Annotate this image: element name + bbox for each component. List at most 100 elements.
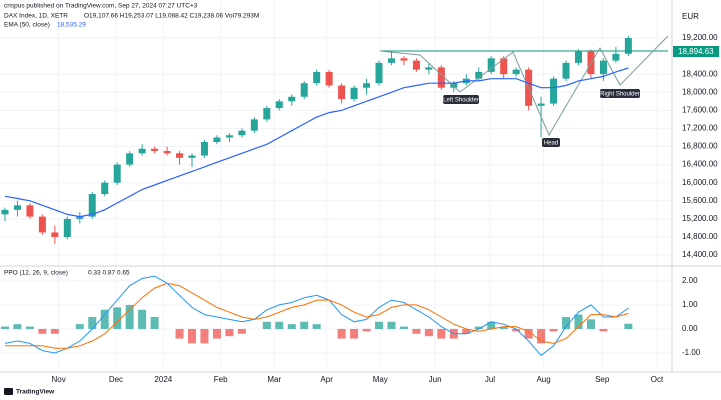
- histogram-bar: [362, 328, 371, 332]
- histogram-bar: [138, 309, 147, 329]
- histogram-bar: [275, 321, 284, 329]
- y-tick-label: 18,400.00: [682, 69, 718, 78]
- histogram-bar: [25, 326, 34, 329]
- candle-body: [213, 137, 221, 142]
- candle-body: [275, 101, 283, 109]
- y-tick-label: 16,000.00: [682, 178, 718, 187]
- candle-body: [574, 51, 582, 63]
- x-tick-label: Oct: [651, 375, 664, 384]
- candle-body: [138, 148, 146, 154]
- histogram-bar: [624, 323, 633, 329]
- candle-body: [126, 153, 134, 165]
- candle-body: [550, 78, 558, 104]
- candle-body: [437, 67, 445, 88]
- candle-body: [387, 58, 395, 63]
- y-tick-label: 2.00: [682, 276, 698, 285]
- candle-body: [562, 62, 570, 79]
- currency: EUR: [682, 12, 699, 21]
- histogram-bar: [375, 321, 384, 329]
- histogram-bar: [424, 328, 433, 337]
- histogram-bar: [574, 314, 583, 329]
- histogram-bar: [75, 324, 84, 329]
- histogram-bar: [38, 328, 47, 334]
- x-tick-label: Mar: [267, 375, 281, 384]
- symbol: DAX Index, 1D, XETR: [4, 13, 68, 20]
- candle-body: [612, 53, 620, 61]
- ppo-title: PPO (12, 26, 9, close): [4, 270, 68, 277]
- candle-body: [624, 37, 632, 54]
- candle-body: [300, 83, 308, 97]
- histogram-bar: [150, 316, 159, 329]
- histogram-bar: [188, 328, 196, 344]
- note: Head: [544, 141, 558, 147]
- y-tick-label: 1.00: [682, 300, 698, 309]
- candle-body: [400, 58, 408, 61]
- histogram-bar: [549, 328, 558, 332]
- histogram-bar: [462, 328, 471, 334]
- histogram-bar: [300, 321, 309, 329]
- histogram-bar: [487, 321, 496, 329]
- histogram-bar: [524, 328, 533, 339]
- candle-body: [225, 135, 233, 138]
- y-tick-label: 17,600.00: [682, 105, 718, 114]
- histogram-bar: [512, 328, 521, 332]
- price-label-box: [673, 46, 719, 57]
- head-shoulders-line: [379, 50, 461, 93]
- histogram-bar: [499, 326, 508, 329]
- x-tick-label: Apr: [320, 375, 333, 384]
- candle-body: [288, 96, 296, 102]
- logo: [4, 388, 13, 395]
- histogram-bar: [200, 328, 209, 344]
- y-tick-label: 0.00: [682, 324, 698, 333]
- histogram-bar: [437, 328, 446, 339]
- line-series: [4, 67, 629, 218]
- ema-value: 18,535.29: [57, 22, 86, 29]
- y-tick-label: 15,600.00: [682, 196, 718, 205]
- note-box: [542, 138, 560, 147]
- x-tick-label: Nov: [51, 375, 65, 384]
- candle-body: [512, 69, 520, 75]
- histogram-bar: [225, 328, 234, 337]
- y-tick-label: 14,800.00: [682, 232, 718, 241]
- histogram-bar: [100, 309, 109, 329]
- candle-body: [51, 232, 59, 237]
- y-tick-label: 16,800.00: [682, 142, 718, 151]
- y-tick-label: 18,000.00: [682, 87, 718, 96]
- pattern-lines: [379, 35, 669, 137]
- candle-body: [325, 71, 333, 86]
- ppo-values: 0.33 0.87 0.65: [88, 270, 130, 277]
- histogram-bar: [212, 328, 221, 339]
- line-series: [5, 282, 629, 349]
- candle-body: [350, 87, 358, 100]
- candle-body: [313, 71, 321, 84]
- y-tick-label: -1.00: [682, 348, 701, 357]
- histogram-bar: [88, 316, 97, 329]
- candle-body: [412, 60, 420, 70]
- candle-body: [375, 62, 383, 84]
- histogram-bar: [562, 316, 571, 329]
- candle-body: [63, 218, 71, 237]
- candle-body: [76, 216, 84, 219]
- y-tick-label: 19,200.00: [682, 33, 718, 42]
- x-tick-label: Jun: [429, 375, 442, 384]
- histogram-bar: [312, 324, 321, 329]
- y-tick-label: 15,200.00: [682, 214, 718, 223]
- histogram-bar: [586, 319, 595, 329]
- x-tick-label: 2024: [154, 375, 172, 384]
- candle-body: [238, 130, 246, 136]
- candle-body: [250, 119, 258, 131]
- author: crispus published on TradingView.com, Se…: [4, 3, 198, 10]
- histogram-bar: [0, 326, 9, 329]
- histogram-bar: [13, 324, 22, 329]
- histogram-bar: [537, 328, 546, 344]
- candle-body: [537, 103, 545, 106]
- x-tick-label: Aug: [536, 375, 550, 384]
- candle-body: [101, 182, 109, 195]
- candle-body: [38, 216, 46, 233]
- candle-body: [188, 155, 196, 158]
- candle-body: [599, 60, 607, 75]
- note-box: [600, 89, 640, 98]
- candle-body: [176, 153, 184, 158]
- candle-body: [338, 85, 346, 100]
- note: Left Shoulder: [443, 98, 479, 104]
